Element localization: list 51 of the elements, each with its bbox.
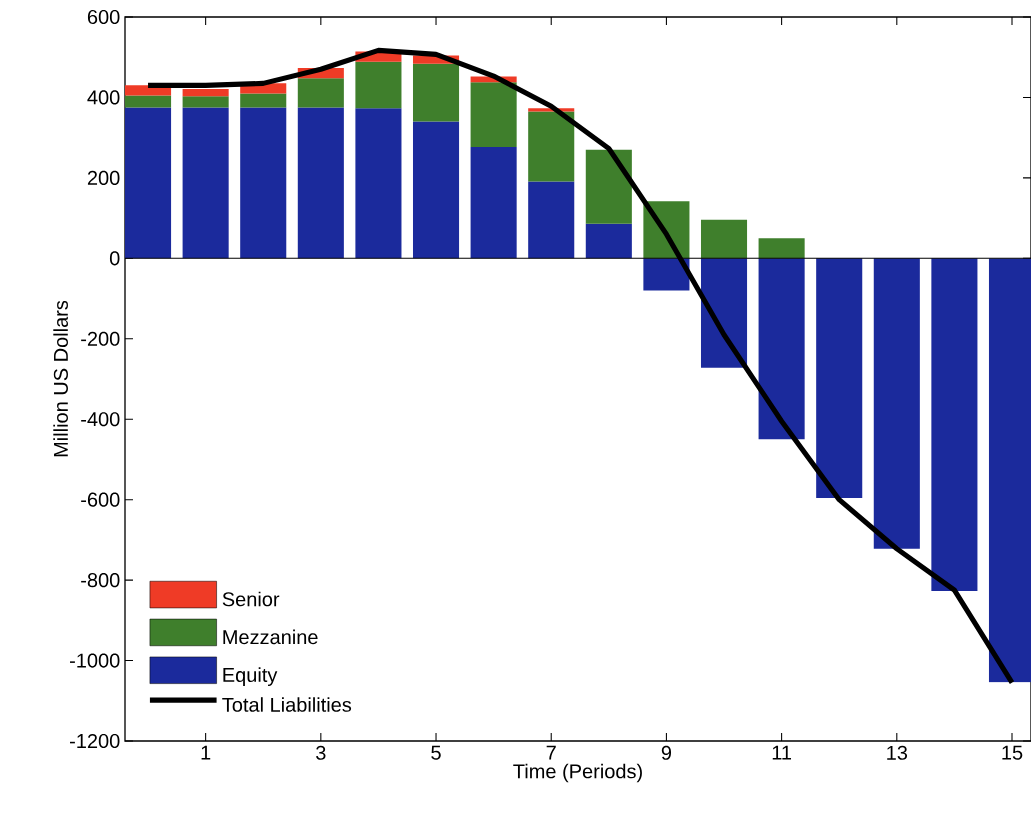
bar — [470, 82, 517, 147]
legend-label: Equity — [223, 667, 278, 686]
y-axis-title: Million US Dollars — [53, 300, 68, 457]
y-tick-label: 0 — [109, 251, 120, 266]
x-tick-label: 1 — [201, 745, 211, 760]
y-tick-label: -600 — [81, 492, 120, 507]
x-tick-label: 13 — [887, 745, 908, 760]
x-tick-label: 3 — [316, 745, 326, 760]
x-tick-label: 5 — [431, 745, 441, 760]
bar — [700, 219, 748, 259]
y-tick-label: -800 — [81, 573, 120, 588]
bar — [412, 63, 460, 122]
bar — [470, 146, 517, 259]
legend-label: Senior — [222, 591, 280, 607]
bar — [125, 107, 172, 259]
y-tick-label: 400 — [87, 90, 120, 105]
y-tick-label: -1200 — [70, 733, 120, 749]
x-tick-label: 11 — [772, 745, 792, 760]
bar — [125, 95, 172, 108]
bar — [758, 238, 805, 259]
bar — [182, 107, 229, 259]
bar — [931, 258, 978, 591]
x-tick-label: 15 — [1002, 745, 1023, 760]
bar — [297, 78, 344, 108]
bar — [182, 88, 229, 97]
legend-label: Mezzanine — [223, 629, 318, 645]
bar — [528, 111, 575, 182]
bar — [816, 258, 863, 499]
bar — [700, 258, 748, 368]
bar — [297, 107, 344, 259]
x-tick-label: 9 — [661, 745, 672, 760]
bar — [412, 121, 460, 259]
bar — [585, 149, 632, 224]
y-tick-label: -400 — [81, 412, 120, 427]
bar — [355, 61, 402, 109]
bar — [182, 96, 229, 108]
bar — [873, 258, 920, 549]
x-tick-label: 7 — [546, 745, 556, 760]
legend-label: Total Liabilities — [222, 697, 352, 712]
bar — [643, 258, 690, 291]
y-tick-label: 200 — [87, 170, 120, 185]
bar — [240, 93, 287, 108]
bar — [528, 181, 575, 259]
x-axis-title: Time (Periods) — [513, 763, 642, 783]
bar — [240, 107, 287, 259]
bar — [585, 223, 632, 259]
y-tick-label: 600 — [87, 9, 120, 25]
y-tick-label: -200 — [81, 331, 120, 346]
bar — [758, 258, 805, 440]
bar — [355, 108, 402, 259]
y-tick-label: -1000 — [70, 653, 120, 668]
